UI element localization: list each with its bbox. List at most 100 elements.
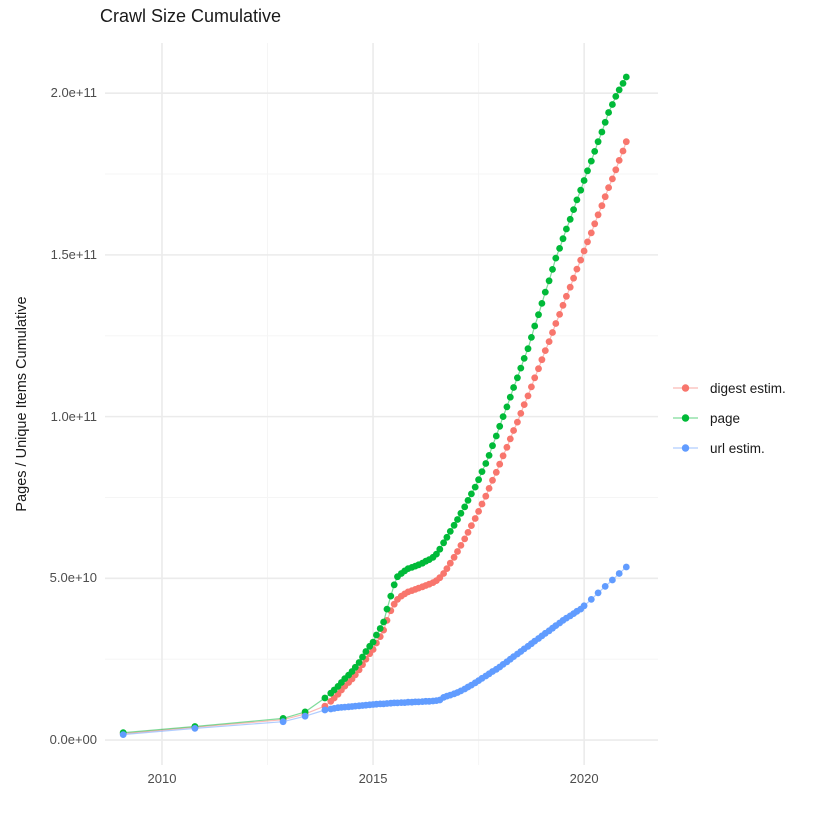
data-point-page bbox=[538, 300, 546, 307]
data-point-page bbox=[383, 605, 391, 613]
data-point-digest-estim- bbox=[619, 147, 627, 155]
data-point-page bbox=[580, 177, 588, 184]
data-point-page bbox=[373, 631, 380, 639]
data-point-page bbox=[454, 516, 461, 523]
data-point-page bbox=[390, 581, 398, 589]
legend-key-digest-estim-icon bbox=[673, 384, 698, 392]
data-point-digest-estim- bbox=[584, 238, 591, 246]
legend-key-url-estim-icon bbox=[673, 444, 698, 452]
data-point-page bbox=[559, 235, 567, 243]
legend-item-digest-estim: digest estim. bbox=[672, 378, 786, 398]
chart-title: Crawl Size Cumulative bbox=[100, 6, 282, 26]
data-point-page bbox=[496, 422, 504, 430]
data-point-page bbox=[601, 118, 609, 126]
data-point-digest-estim- bbox=[443, 565, 451, 572]
data-point-page bbox=[514, 374, 521, 382]
y-tick-label: 5.0e+10 bbox=[49, 570, 97, 586]
data-point-digest-estim- bbox=[475, 508, 482, 515]
data-point-page bbox=[446, 528, 454, 535]
data-point-digest-estim- bbox=[535, 365, 542, 373]
data-point-digest-estim- bbox=[457, 542, 465, 549]
legend-key-page-icon bbox=[673, 414, 698, 422]
data-point-digest-estim- bbox=[517, 410, 525, 417]
data-point-digest-estim- bbox=[499, 452, 507, 460]
data-point-page bbox=[524, 345, 532, 353]
y-tick-label: 0.0e+00 bbox=[49, 732, 97, 748]
data-point-page bbox=[359, 653, 366, 661]
data-point-digest-estim- bbox=[545, 338, 553, 345]
data-point-page bbox=[380, 618, 387, 626]
data-point-digest-estim- bbox=[538, 356, 546, 364]
data-point-page bbox=[609, 101, 616, 108]
data-point-digest-estim- bbox=[503, 443, 511, 451]
data-point-url-estim- bbox=[609, 576, 616, 584]
legend-item-url-estim: url estim. bbox=[672, 438, 786, 458]
data-point-page bbox=[506, 393, 514, 401]
data-point-digest-estim- bbox=[556, 311, 563, 318]
data-point-url-estim- bbox=[580, 602, 588, 610]
data-point-page bbox=[517, 364, 525, 372]
data-point-url-estim- bbox=[594, 589, 602, 597]
data-point-digest-estim- bbox=[552, 320, 560, 327]
data-point-page bbox=[587, 157, 595, 165]
data-point-page bbox=[570, 206, 577, 214]
data-point-digest-estim- bbox=[549, 329, 556, 336]
data-point-page bbox=[510, 384, 517, 391]
data-point-digest-estim- bbox=[601, 193, 609, 201]
data-point-page bbox=[531, 322, 539, 330]
data-point-digest-estim- bbox=[471, 515, 479, 522]
data-point-digest-estim- bbox=[566, 283, 574, 291]
data-point-digest-estim- bbox=[563, 292, 570, 300]
data-point-page bbox=[566, 215, 574, 223]
data-point-page bbox=[577, 186, 585, 194]
data-point-page bbox=[387, 592, 395, 600]
data-point-page bbox=[436, 545, 444, 553]
legend-item-page: page bbox=[672, 408, 786, 428]
data-point-page bbox=[615, 86, 623, 94]
data-point-page bbox=[552, 254, 560, 262]
data-point-page bbox=[433, 550, 440, 558]
data-point-digest-estim- bbox=[492, 468, 500, 476]
data-point-page bbox=[605, 109, 612, 116]
data-point-page bbox=[351, 663, 359, 671]
data-point-digest-estim- bbox=[506, 435, 514, 443]
data-point-page bbox=[598, 128, 606, 136]
data-point-page bbox=[619, 80, 627, 87]
data-point-digest-estim- bbox=[514, 418, 521, 426]
data-point-digest-estim- bbox=[591, 220, 599, 228]
data-point-page bbox=[485, 452, 493, 459]
data-point-digest-estim- bbox=[528, 383, 535, 391]
data-point-digest-estim- bbox=[520, 401, 528, 408]
data-point-digest-estim- bbox=[594, 211, 602, 219]
data-point-page bbox=[499, 413, 507, 420]
data-point-page bbox=[440, 539, 447, 547]
data-point-page bbox=[584, 167, 591, 175]
data-point-url-estim- bbox=[601, 583, 609, 590]
data-point-page bbox=[563, 225, 570, 233]
data-point-digest-estim- bbox=[468, 522, 475, 529]
data-point-digest-estim- bbox=[510, 427, 517, 434]
legend: digest estim. page url estim. bbox=[672, 378, 786, 468]
data-point-url-estim- bbox=[279, 718, 287, 726]
data-point-page bbox=[475, 476, 482, 484]
data-point-page bbox=[321, 694, 329, 702]
data-point-url-estim- bbox=[615, 570, 623, 577]
data-point-page bbox=[482, 460, 490, 467]
data-point-page bbox=[591, 148, 599, 155]
data-point-digest-estim- bbox=[573, 265, 581, 273]
data-point-page bbox=[468, 490, 475, 498]
data-point-page bbox=[478, 468, 486, 475]
data-point-digest-estim- bbox=[482, 492, 490, 500]
data-point-page bbox=[622, 73, 630, 81]
y-tick-label: 2.0e+11 bbox=[50, 85, 97, 101]
data-point-page bbox=[376, 625, 384, 632]
data-point-page bbox=[450, 521, 458, 529]
legend-label-page: page bbox=[710, 410, 741, 426]
x-tick-label: 2010 bbox=[147, 771, 177, 786]
x-tick-label: 2015 bbox=[358, 771, 388, 786]
data-point-digest-estim- bbox=[580, 247, 588, 255]
y-tick-label: 1.0e+11 bbox=[50, 408, 97, 424]
data-point-page bbox=[528, 334, 535, 341]
data-point-page bbox=[457, 509, 465, 517]
